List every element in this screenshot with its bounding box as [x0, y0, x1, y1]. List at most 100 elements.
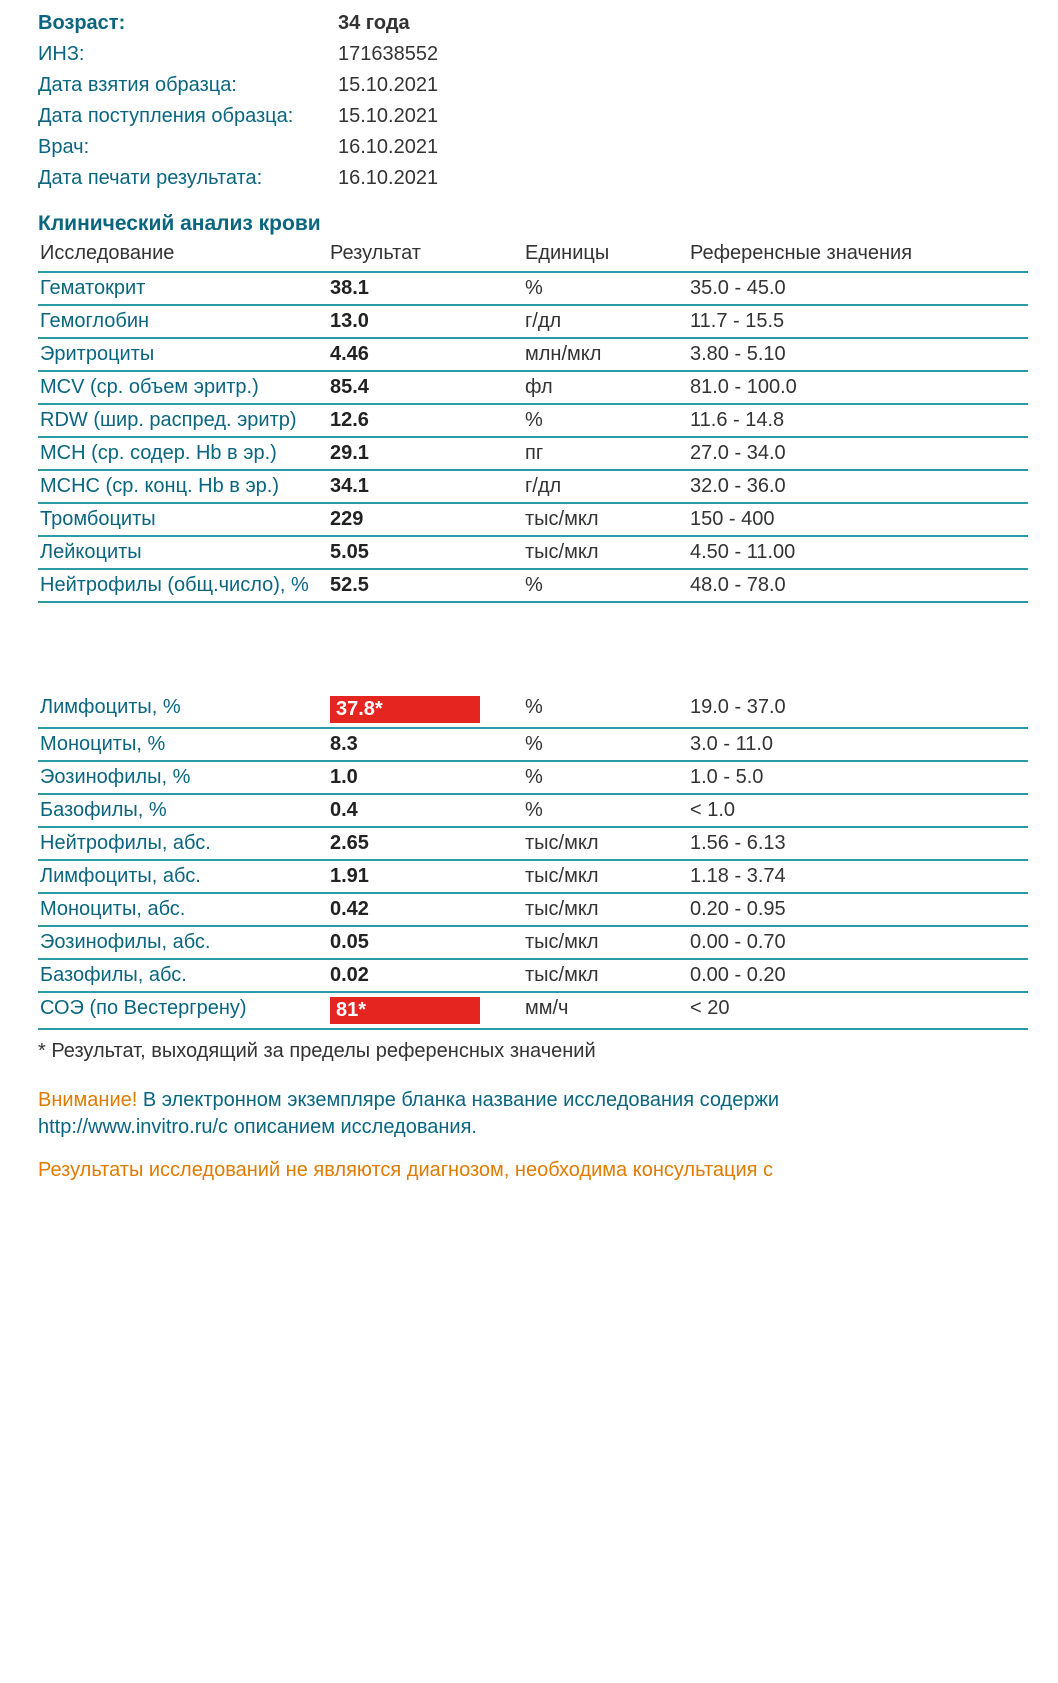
cell-test-name: Эритроциты	[38, 338, 328, 371]
cell-reference: 3.0 - 11.0	[688, 728, 1028, 761]
disclaimer: Результаты исследований не являются диаг…	[38, 1159, 1028, 1182]
cell-reference: 150 - 400	[688, 503, 1028, 536]
meta-label: Дата взятия образца:	[38, 70, 338, 101]
meta-value: 16.10.2021	[338, 132, 438, 163]
cell-test-name: MCV (ср. объем эритр.)	[38, 371, 328, 404]
table-row: MCHC (ср. конц. Hb в эр.)34.1г/дл32.0 - …	[38, 470, 1028, 503]
cell-result: 4.46	[328, 338, 523, 371]
table-row: RDW (шир. распред. эритр)12.6%11.6 - 14.…	[38, 404, 1028, 437]
cell-result: 8.3	[328, 728, 523, 761]
cell-reference: 48.0 - 78.0	[688, 569, 1028, 602]
cell-result: 34.1	[328, 470, 523, 503]
cell-units: %	[523, 272, 688, 305]
th-name: Исследование	[38, 238, 328, 272]
cell-reference: 27.0 - 34.0	[688, 437, 1028, 470]
cell-test-name: Эозинофилы, абс.	[38, 926, 328, 959]
cell-result: 38.1	[328, 272, 523, 305]
cell-reference: 4.50 - 11.00	[688, 536, 1028, 569]
cell-units: млн/мкл	[523, 338, 688, 371]
table-row: Моноциты, абс.0.42тыс/мкл0.20 - 0.95	[38, 893, 1028, 926]
cell-test-name: Лимфоциты, %	[38, 692, 328, 728]
cell-test-name: Моноциты, абс.	[38, 893, 328, 926]
cell-test-name: Лейкоциты	[38, 536, 328, 569]
cell-reference: 0.00 - 0.20	[688, 959, 1028, 992]
cell-test-name: Гематокрит	[38, 272, 328, 305]
cell-reference: 81.0 - 100.0	[688, 371, 1028, 404]
notice-warn: Внимание!	[38, 1089, 137, 1111]
cell-test-name: Тромбоциты	[38, 503, 328, 536]
meta-row: Дата печати результата:16.10.2021	[38, 163, 1028, 194]
cell-units: фл	[523, 371, 688, 404]
cell-reference: 1.0 - 5.0	[688, 761, 1028, 794]
cell-test-name: RDW (шир. распред. эритр)	[38, 404, 328, 437]
results-table: Исследование Результат Единицы Референсн…	[38, 238, 1028, 1030]
table-row: СОЭ (по Вестергрену)81*мм/ч< 20	[38, 992, 1028, 1029]
cell-result: 229	[328, 503, 523, 536]
cell-result: 1.91	[328, 860, 523, 893]
cell-reference: 1.56 - 6.13	[688, 827, 1028, 860]
cell-units: %	[523, 569, 688, 602]
table-row: Эритроциты4.46млн/мкл3.80 - 5.10	[38, 338, 1028, 371]
meta-row: ИНЗ:171638552	[38, 39, 1028, 70]
cell-units: г/дл	[523, 470, 688, 503]
cell-result: 29.1	[328, 437, 523, 470]
footnote: * Результат, выходящий за пределы рефере…	[38, 1040, 1028, 1063]
cell-units: г/дл	[523, 305, 688, 338]
cell-units: пг	[523, 437, 688, 470]
cell-result: 37.8*	[328, 692, 523, 728]
th-units: Единицы	[523, 238, 688, 272]
cell-units: %	[523, 404, 688, 437]
table-row: Базофилы, %0.4%< 1.0	[38, 794, 1028, 827]
cell-test-name: Моноциты, %	[38, 728, 328, 761]
cell-units: тыс/мкл	[523, 827, 688, 860]
meta-value: 34 года	[338, 8, 410, 39]
meta-label: ИНЗ:	[38, 39, 338, 70]
cell-test-name: Гемоглобин	[38, 305, 328, 338]
table-row: MCH (ср. содер. Hb в эр.)29.1пг27.0 - 34…	[38, 437, 1028, 470]
meta-value: 16.10.2021	[338, 163, 438, 194]
cell-result: 0.42	[328, 893, 523, 926]
table-row: Тромбоциты229тыс/мкл150 - 400	[38, 503, 1028, 536]
meta-label: Дата поступления образца:	[38, 101, 338, 132]
cell-test-name: Базофилы, %	[38, 794, 328, 827]
meta-label: Врач:	[38, 132, 338, 163]
meta-row: Дата поступления образца:15.10.2021	[38, 101, 1028, 132]
cell-result: 81*	[328, 992, 523, 1029]
cell-result: 0.4	[328, 794, 523, 827]
meta-value: 15.10.2021	[338, 101, 438, 132]
cell-units: %	[523, 794, 688, 827]
cell-reference: 11.6 - 14.8	[688, 404, 1028, 437]
cell-units: тыс/мкл	[523, 860, 688, 893]
meta-row: Дата взятия образца:15.10.2021	[38, 70, 1028, 101]
th-ref: Референсные значения	[688, 238, 1028, 272]
result-flag: 81*	[330, 997, 480, 1024]
cell-reference: < 20	[688, 992, 1028, 1029]
meta-row: Возраст:34 года	[38, 8, 1028, 39]
notice-block: Внимание! В электронном экземпляре бланк…	[38, 1087, 1028, 1141]
meta-row: Врач:16.10.2021	[38, 132, 1028, 163]
cell-reference: 32.0 - 36.0	[688, 470, 1028, 503]
cell-reference: 1.18 - 3.74	[688, 860, 1028, 893]
cell-test-name: Базофилы, абс.	[38, 959, 328, 992]
cell-units: %	[523, 761, 688, 794]
cell-result: 85.4	[328, 371, 523, 404]
cell-result: 0.05	[328, 926, 523, 959]
th-result: Результат	[328, 238, 523, 272]
cell-result: 2.65	[328, 827, 523, 860]
cell-test-name: Нейтрофилы (общ.число), %	[38, 569, 328, 602]
table-row: Моноциты, %8.3%3.0 - 11.0	[38, 728, 1028, 761]
cell-result: 12.6	[328, 404, 523, 437]
cell-reference: 11.7 - 15.5	[688, 305, 1028, 338]
cell-units: тыс/мкл	[523, 959, 688, 992]
table-row: Лейкоциты5.05тыс/мкл4.50 - 11.00	[38, 536, 1028, 569]
meta-value: 15.10.2021	[338, 70, 438, 101]
notice-text-2: http://www.invitro.ru/с описанием исслед…	[38, 1116, 477, 1138]
cell-test-name: Лимфоциты, абс.	[38, 860, 328, 893]
cell-units: мм/ч	[523, 992, 688, 1029]
table-row: Лимфоциты, абс.1.91тыс/мкл1.18 - 3.74	[38, 860, 1028, 893]
cell-test-name: MCHC (ср. конц. Hb в эр.)	[38, 470, 328, 503]
table-row: Гемоглобин13.0г/дл11.7 - 15.5	[38, 305, 1028, 338]
notice-text-1: В электронном экземпляре бланка название…	[137, 1089, 779, 1111]
cell-units: тыс/мкл	[523, 536, 688, 569]
cell-reference: 0.20 - 0.95	[688, 893, 1028, 926]
